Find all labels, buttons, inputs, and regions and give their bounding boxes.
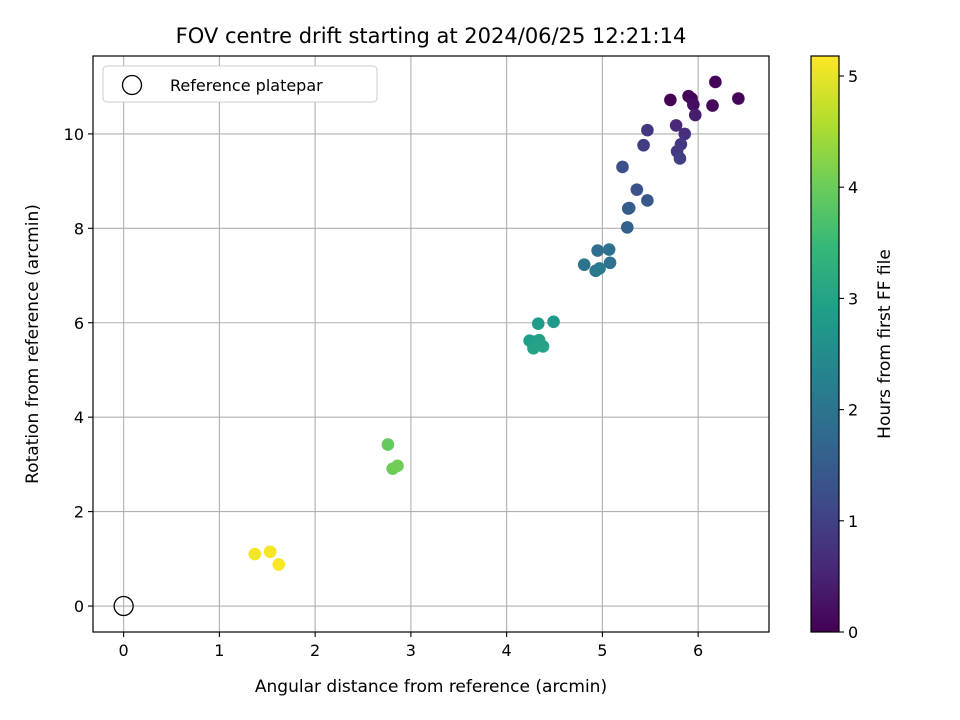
data-point	[536, 340, 550, 353]
y-tick-label: 8	[74, 219, 84, 238]
data-point	[391, 459, 404, 473]
data-point	[616, 160, 629, 174]
data-point	[263, 545, 277, 559]
data-point	[527, 341, 540, 355]
reference-platepar-marker	[113, 595, 134, 617]
data-point	[531, 317, 545, 330]
colorbar-label: Hours from first FF file	[875, 249, 895, 439]
plot-area: 0 1 2 3 4 5 6 0 2 4 6 8 10	[64, 55, 770, 660]
y-tick-label: 4	[74, 408, 84, 427]
data-point	[248, 547, 262, 561]
data-points	[248, 75, 745, 571]
x-axis-ticks: 0 1 2 3 4 5 6	[119, 632, 703, 660]
data-point	[620, 221, 634, 234]
colorbar-ticks: 0 1 2 3 4 5	[839, 67, 858, 642]
x-tick-label: 0	[119, 641, 129, 660]
y-tick-label: 6	[74, 314, 84, 333]
data-point	[272, 558, 286, 571]
legend-box	[102, 65, 378, 103]
grid-lines	[93, 56, 769, 632]
colorbar-tick-label: 3	[848, 289, 858, 308]
legend: Reference platepar	[102, 65, 378, 103]
y-axis-ticks: 0 2 4 6 8 10	[64, 125, 93, 616]
data-point	[602, 243, 616, 256]
data-point	[706, 99, 719, 112]
colorbar-tick-label: 1	[848, 512, 858, 531]
data-point	[687, 98, 700, 111]
y-tick-label: 2	[74, 503, 84, 522]
y-axis-label: Rotation from reference (arcmin)	[23, 204, 43, 484]
data-point	[591, 244, 604, 257]
data-point	[637, 138, 650, 152]
data-point	[381, 438, 395, 451]
legend-reference-marker	[121, 74, 143, 96]
plot-frame	[92, 55, 770, 633]
x-axis-label: Angular distance from reference (arcmin)	[255, 677, 607, 697]
colorbar-tick-label: 4	[848, 178, 858, 197]
colorbar: 0 1 2 3 4 5	[810, 55, 858, 642]
x-tick-label: 1	[214, 641, 224, 660]
data-point	[641, 123, 654, 137]
data-point	[577, 258, 591, 271]
x-tick-label: 3	[406, 641, 416, 660]
colorbar-tick-label: 2	[848, 401, 858, 420]
colorbar-gradient	[810, 55, 840, 633]
chart-title: FOV centre drift starting at 2024/06/25 …	[176, 24, 687, 48]
data-point	[664, 93, 677, 107]
data-point	[688, 108, 702, 122]
legend-entry-reference: Reference platepar	[170, 76, 323, 95]
colorbar-tick-label: 0	[848, 623, 858, 642]
data-point	[547, 315, 560, 329]
data-point	[673, 152, 687, 165]
data-point	[593, 262, 606, 275]
x-tick-label: 2	[310, 641, 320, 660]
data-point	[603, 256, 617, 270]
data-point	[630, 183, 644, 196]
y-tick-label: 10	[64, 125, 84, 144]
data-point	[732, 92, 745, 105]
x-tick-label: 5	[597, 641, 607, 660]
data-point	[669, 119, 683, 132]
data-point	[678, 127, 692, 141]
x-tick-label: 6	[693, 641, 703, 660]
data-point	[641, 194, 654, 207]
x-tick-label: 4	[502, 641, 512, 660]
data-point	[709, 75, 722, 89]
reference-marker-group	[113, 595, 134, 617]
colorbar-tick-label: 5	[848, 67, 858, 86]
y-tick-label: 0	[74, 597, 84, 616]
data-point	[622, 201, 636, 215]
